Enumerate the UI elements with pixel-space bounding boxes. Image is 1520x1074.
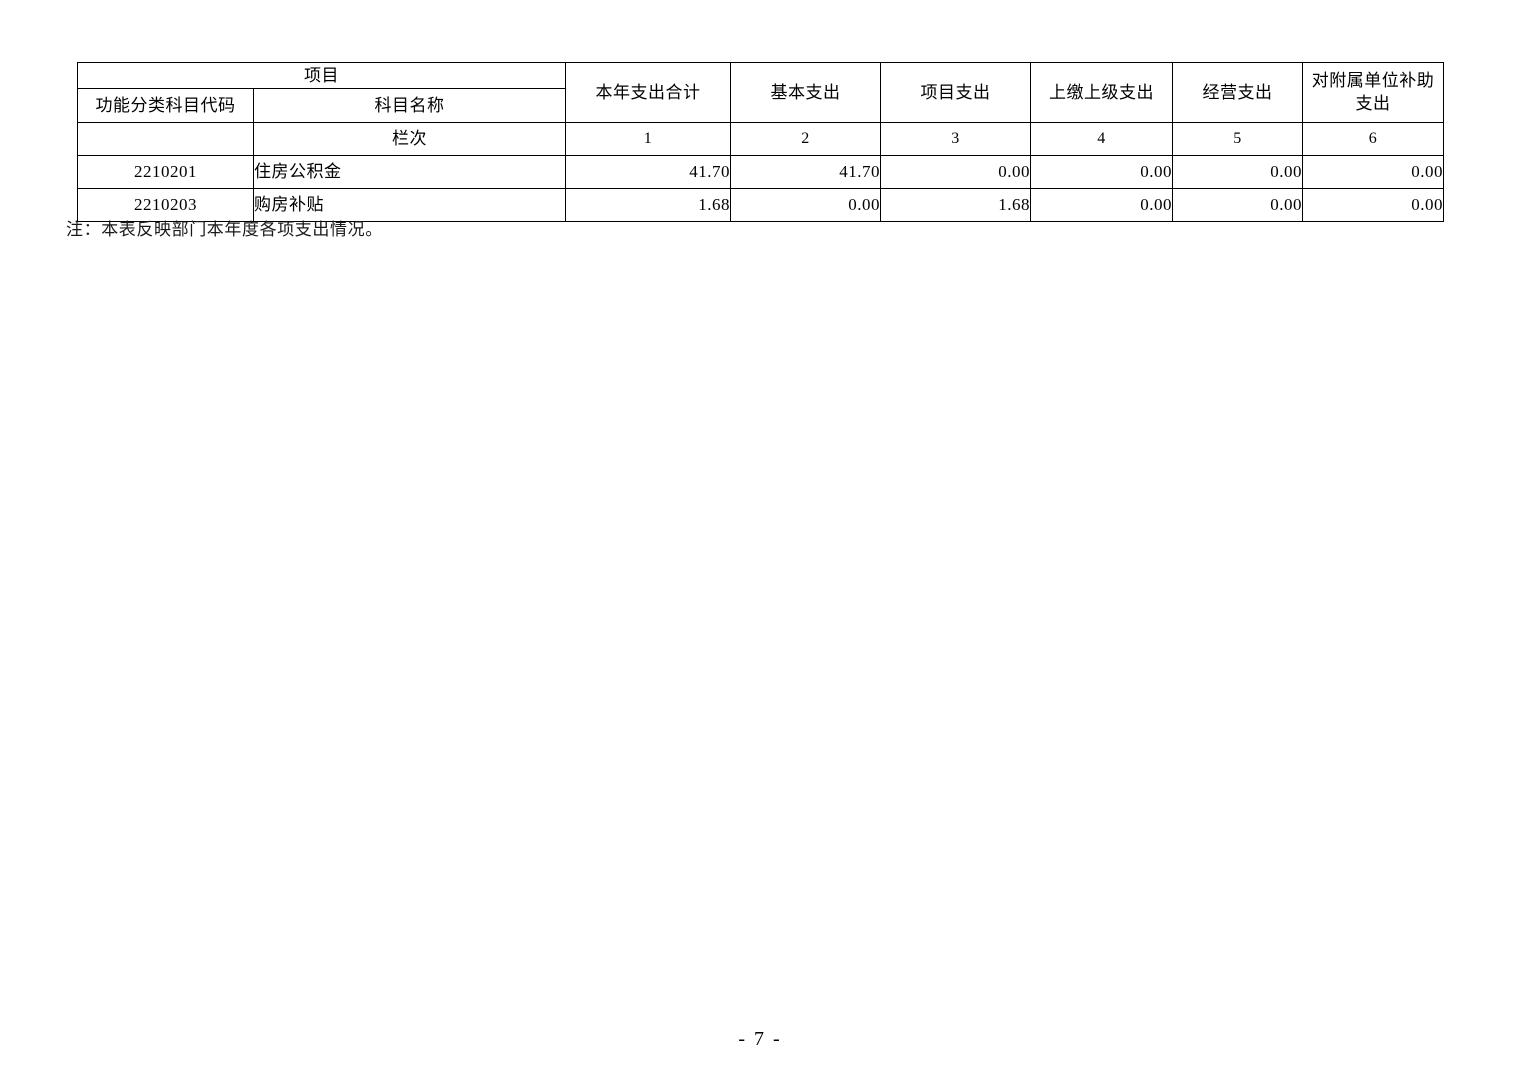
header-group-title: 项目	[77, 62, 566, 89]
column-number-5: 5	[1172, 122, 1303, 156]
row-basic: 41.70	[730, 155, 881, 189]
table-header-row-top: 项目 本年支出合计 基本支出 项目支出 上缴上级支出 经营支出 对附属单位补助支…	[77, 62, 1444, 123]
row-total: 41.70	[565, 155, 731, 189]
row-business: 0.00	[1172, 155, 1303, 189]
header-col-project: 项目支出	[880, 62, 1031, 123]
rowno-label: 栏次	[253, 122, 566, 156]
table-row: 2210203 购房补贴 1.68 0.00 1.68 0.00 0.00 0.…	[77, 188, 1444, 222]
header-col-code: 功能分类科目代码	[77, 88, 254, 123]
table-header-row-sub: 功能分类科目代码 科目名称	[77, 88, 1444, 123]
rowno-empty-cell	[77, 122, 254, 156]
column-number-4: 4	[1030, 122, 1173, 156]
table-note: 注：本表反映部门本年度各项支出情况。	[66, 220, 383, 239]
column-number-1: 1	[565, 122, 731, 156]
row-upper: 0.00	[1030, 155, 1173, 189]
row-upper: 0.00	[1030, 188, 1173, 222]
row-name: 购房补贴	[253, 188, 566, 222]
row-subsidy: 0.00	[1302, 188, 1444, 222]
column-number-6: 6	[1302, 122, 1444, 156]
row-business: 0.00	[1172, 188, 1303, 222]
header-col-total: 本年支出合计	[565, 62, 731, 123]
row-project: 1.68	[880, 188, 1031, 222]
expenditure-table: 项目 本年支出合计 基本支出 项目支出 上缴上级支出 经营支出 对附属单位补助支…	[77, 62, 1444, 222]
column-number-2: 2	[730, 122, 881, 156]
row-subsidy: 0.00	[1302, 155, 1444, 189]
header-col-subsidy-line1: 对附属单位补助	[1311, 71, 1435, 91]
header-col-upper: 上缴上级支出	[1030, 62, 1173, 123]
expenditure-table-container: 项目 本年支出合计 基本支出 项目支出 上缴上级支出 经营支出 对附属单位补助支…	[77, 62, 1444, 222]
header-col-business: 经营支出	[1172, 62, 1303, 123]
row-total: 1.68	[565, 188, 731, 222]
table-row: 2210201 住房公积金 41.70 41.70 0.00 0.00 0.00…	[77, 155, 1444, 189]
header-col-subsidy-line2: 支出	[1355, 93, 1391, 113]
page-number: - 7 -	[738, 1028, 782, 1050]
row-name: 住房公积金	[253, 155, 566, 189]
row-project: 0.00	[880, 155, 1031, 189]
header-col-subsidy: 对附属单位补助 支出	[1302, 62, 1444, 123]
table-column-number-row: 栏次 1 2 3 4 5 6	[77, 122, 1444, 156]
row-code: 2210201	[77, 155, 254, 189]
column-number-3: 3	[880, 122, 1031, 156]
header-col-basic: 基本支出	[730, 62, 881, 123]
row-basic: 0.00	[730, 188, 881, 222]
header-col-name: 科目名称	[253, 88, 566, 123]
